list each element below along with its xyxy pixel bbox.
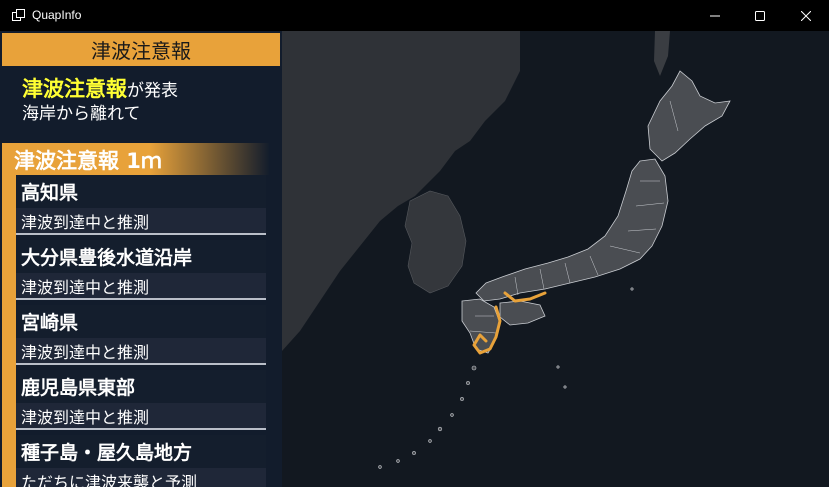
asia-mainland: [280, 31, 520, 351]
divider: [16, 298, 266, 300]
prefecture-borders: [469, 100, 679, 334]
ryukyu-islands: [378, 287, 634, 469]
area-name: 鹿児島県東部: [16, 370, 266, 403]
area-status: ただちに津波来襲と予測: [16, 468, 266, 487]
area-item[interactable]: 大分県豊後水道沿岸 津波到達中と推測: [16, 240, 266, 300]
honshu: [475, 158, 669, 302]
area-list-accent: [2, 175, 16, 487]
divider: [16, 428, 266, 430]
title-bar[interactable]: QuapInfo: [0, 0, 829, 31]
announcement-warning-name: 津波注意報: [22, 77, 127, 101]
hokkaido: [647, 70, 731, 162]
shikoku: [499, 300, 546, 326]
area-name: 高知県: [16, 175, 266, 208]
minimize-button[interactable]: [692, 0, 738, 31]
close-button[interactable]: [783, 0, 829, 31]
divider: [16, 233, 266, 235]
area-item[interactable]: 種子島・屋久島地方 ただちに津波来襲と予測: [16, 435, 266, 487]
warning-level-bar: 津波注意報 1ｍ: [2, 143, 270, 175]
announcement: 津波注意報が発表 海岸から離れて: [22, 78, 178, 125]
area-status: 津波到達中と推測: [16, 273, 266, 298]
maximize-icon: [755, 10, 765, 21]
app-icon: [12, 9, 25, 21]
area-name: 種子島・屋久島地方: [16, 435, 266, 468]
announcement-suffix: が発表: [127, 81, 178, 101]
kyushu: [461, 298, 501, 354]
tsunami-coast-highlight: [472, 291, 547, 355]
panel-header: 津波注意報: [2, 33, 280, 66]
japan-map[interactable]: [0, 31, 829, 487]
minimize-icon: [710, 15, 720, 16]
announcement-instruction: 海岸から離れて: [22, 104, 141, 124]
window-title: QuapInfo: [32, 8, 82, 22]
area-name: 宮崎県: [16, 305, 266, 338]
warning-level-label: 津波注意報 1ｍ: [14, 149, 162, 173]
korean-peninsula: [404, 190, 467, 294]
area-name: 大分県豊後水道沿岸: [16, 240, 266, 273]
area-status: 津波到達中と推測: [16, 338, 266, 363]
tsunami-info-panel: 津波注意報 津波注意報が発表 海岸から離れて 津波注意報 1ｍ 高知県 津波到達…: [0, 31, 282, 487]
area-item[interactable]: 高知県 津波到達中と推測: [16, 175, 266, 235]
divider: [16, 363, 266, 365]
maximize-button[interactable]: [737, 0, 783, 31]
sakhalin: [654, 31, 670, 76]
close-icon: [801, 10, 811, 21]
area-status: 津波到達中と推測: [16, 208, 266, 233]
area-status: 津波到達中と推測: [16, 403, 266, 428]
area-item[interactable]: 鹿児島県東部 津波到達中と推測: [16, 370, 266, 430]
area-item[interactable]: 宮崎県 津波到達中と推測: [16, 305, 266, 365]
